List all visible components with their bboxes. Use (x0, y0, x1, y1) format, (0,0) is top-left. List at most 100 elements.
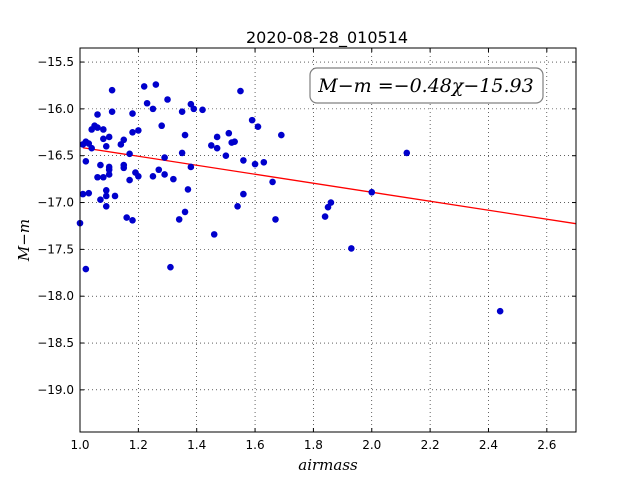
equation-box-frame (309, 67, 544, 104)
data-points (76, 81, 504, 315)
data-point (237, 87, 244, 95)
y-axis-label: M−m (15, 219, 33, 262)
data-point (105, 166, 113, 174)
data-point (123, 214, 130, 221)
grid (80, 48, 576, 432)
data-point (105, 133, 113, 141)
data-point (108, 86, 116, 94)
data-point (97, 196, 104, 204)
data-point (254, 123, 262, 130)
data-point (149, 173, 157, 180)
data-point (135, 127, 142, 134)
data-point (170, 175, 177, 183)
data-point (207, 142, 215, 149)
data-point (94, 173, 101, 181)
y-tick-label: −17.5 (37, 242, 74, 256)
x-tick-label: 2.6 (537, 438, 556, 452)
data-point (102, 143, 110, 150)
data-point (161, 154, 168, 161)
data-point (368, 188, 376, 196)
x-tick-label: 1.0 (70, 438, 89, 452)
data-point (199, 106, 206, 114)
data-point (348, 245, 355, 252)
x-tick-label: 1.8 (304, 438, 323, 452)
equation-box: M−m =−0.48χ−15.93 (309, 67, 544, 104)
data-point (129, 128, 136, 136)
data-point (225, 129, 233, 137)
data-point (94, 111, 101, 118)
axis-ticks: 1.0 1.2 1.4 1.6 1.8 2.0 2.2 2.4 2.6 −15.5 −16.0 −16… (37, 48, 576, 452)
data-point (175, 216, 183, 223)
y-tick-label: −18.0 (37, 289, 74, 303)
data-point (140, 83, 148, 90)
x-tick-label: 1.4 (187, 438, 206, 452)
data-point (164, 96, 171, 103)
data-point (97, 161, 104, 169)
x-tick-label: 1.6 (246, 438, 265, 452)
data-point (102, 202, 110, 210)
data-point (158, 122, 165, 130)
data-point (129, 217, 136, 224)
chart-title: 2020-08-28_010514 (246, 28, 408, 48)
data-point (120, 164, 128, 172)
data-point (210, 231, 218, 238)
data-point (213, 144, 221, 152)
data-point (126, 150, 133, 158)
data-point (234, 202, 241, 210)
data-point (272, 216, 279, 223)
data-point (79, 190, 87, 198)
equation-label: M−m =−0.48χ−15.93 (317, 75, 533, 97)
data-point (102, 192, 110, 200)
plot-frame (79, 47, 577, 433)
data-point (231, 138, 238, 145)
data-point (82, 158, 90, 165)
data-point (120, 136, 128, 144)
data-point (181, 208, 189, 216)
data-point (278, 131, 285, 139)
data-point (100, 126, 107, 133)
data-point (161, 171, 168, 178)
data-point (187, 163, 195, 171)
data-point (181, 131, 189, 139)
data-point (190, 105, 198, 113)
data-point (178, 149, 186, 157)
data-point (143, 99, 151, 107)
data-point (240, 190, 247, 198)
y-tick-label: −19.0 (37, 383, 74, 397)
data-point (155, 166, 163, 174)
x-tick-label: 2.0 (362, 438, 381, 452)
data-point (129, 110, 136, 117)
data-point (222, 152, 230, 160)
data-point (82, 265, 90, 273)
data-point (149, 105, 157, 113)
y-tick-label: −15.5 (37, 55, 74, 69)
data-point (178, 108, 186, 115)
x-tick-label: 1.2 (129, 438, 148, 452)
x-axis-label: airmass (298, 456, 358, 474)
data-point (248, 116, 256, 124)
data-point (108, 108, 116, 115)
data-point (167, 263, 174, 271)
data-point (327, 199, 335, 206)
y-tick-label: −16.5 (37, 149, 74, 163)
x-tick-label: 2.2 (421, 438, 440, 452)
data-point (321, 213, 329, 220)
data-point (240, 157, 247, 164)
plot-area (80, 48, 576, 432)
data-point (184, 186, 192, 193)
data-point (100, 173, 107, 181)
y-tick-label: −17.0 (37, 196, 74, 210)
data-point (100, 135, 107, 143)
data-point (260, 158, 268, 166)
y-tick-label: −16.0 (37, 102, 74, 116)
data-point (105, 171, 113, 178)
data-point (213, 133, 221, 141)
data-point (85, 189, 93, 197)
y-tick-label: −18.5 (37, 336, 74, 350)
data-point (126, 176, 133, 184)
data-point (102, 187, 110, 194)
data-point (269, 178, 276, 186)
data-point (94, 124, 101, 131)
data-point (135, 173, 142, 180)
